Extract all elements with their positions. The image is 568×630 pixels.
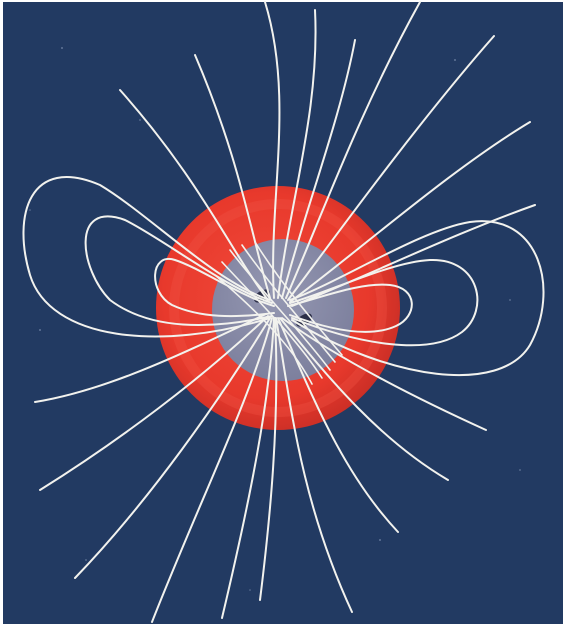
field-line-bottom-1 — [275, 317, 353, 613]
background-specks — [29, 47, 521, 591]
field-line-left-loop-3 — [154, 257, 275, 318]
field-line-bottom-10 — [259, 317, 278, 601]
field-line-bottom-7 — [277, 317, 399, 533]
field-line-bottom-5 — [39, 315, 269, 491]
field-line-bottom-9 — [281, 317, 487, 431]
field-line-bottom-6 — [34, 313, 267, 403]
field-line-bottom-2 — [221, 317, 275, 619]
field-line-bottom-3 — [151, 317, 273, 623]
field-line-top-5 — [285, 1, 421, 299]
field-line-bottom-4 — [74, 317, 271, 579]
core-field-lines — [214, 241, 343, 385]
field-line-top-3 — [277, 9, 317, 299]
field-line-right-loop-3 — [287, 283, 413, 333]
field-lines — [22, 1, 545, 623]
field-line-bottom-8 — [279, 317, 449, 481]
field-line-top-2 — [264, 1, 281, 299]
field-line-top-8 — [291, 204, 536, 307]
field-line-top-6 — [287, 35, 495, 301]
field-line-right-loop-1 — [289, 220, 545, 377]
field-line-left-loop-2 — [84, 215, 273, 327]
inner-core — [212, 239, 354, 381]
field-line-top-4 — [281, 39, 356, 299]
field-line-top-7 — [289, 121, 531, 303]
field-line-left-loop-1 — [22, 176, 271, 338]
